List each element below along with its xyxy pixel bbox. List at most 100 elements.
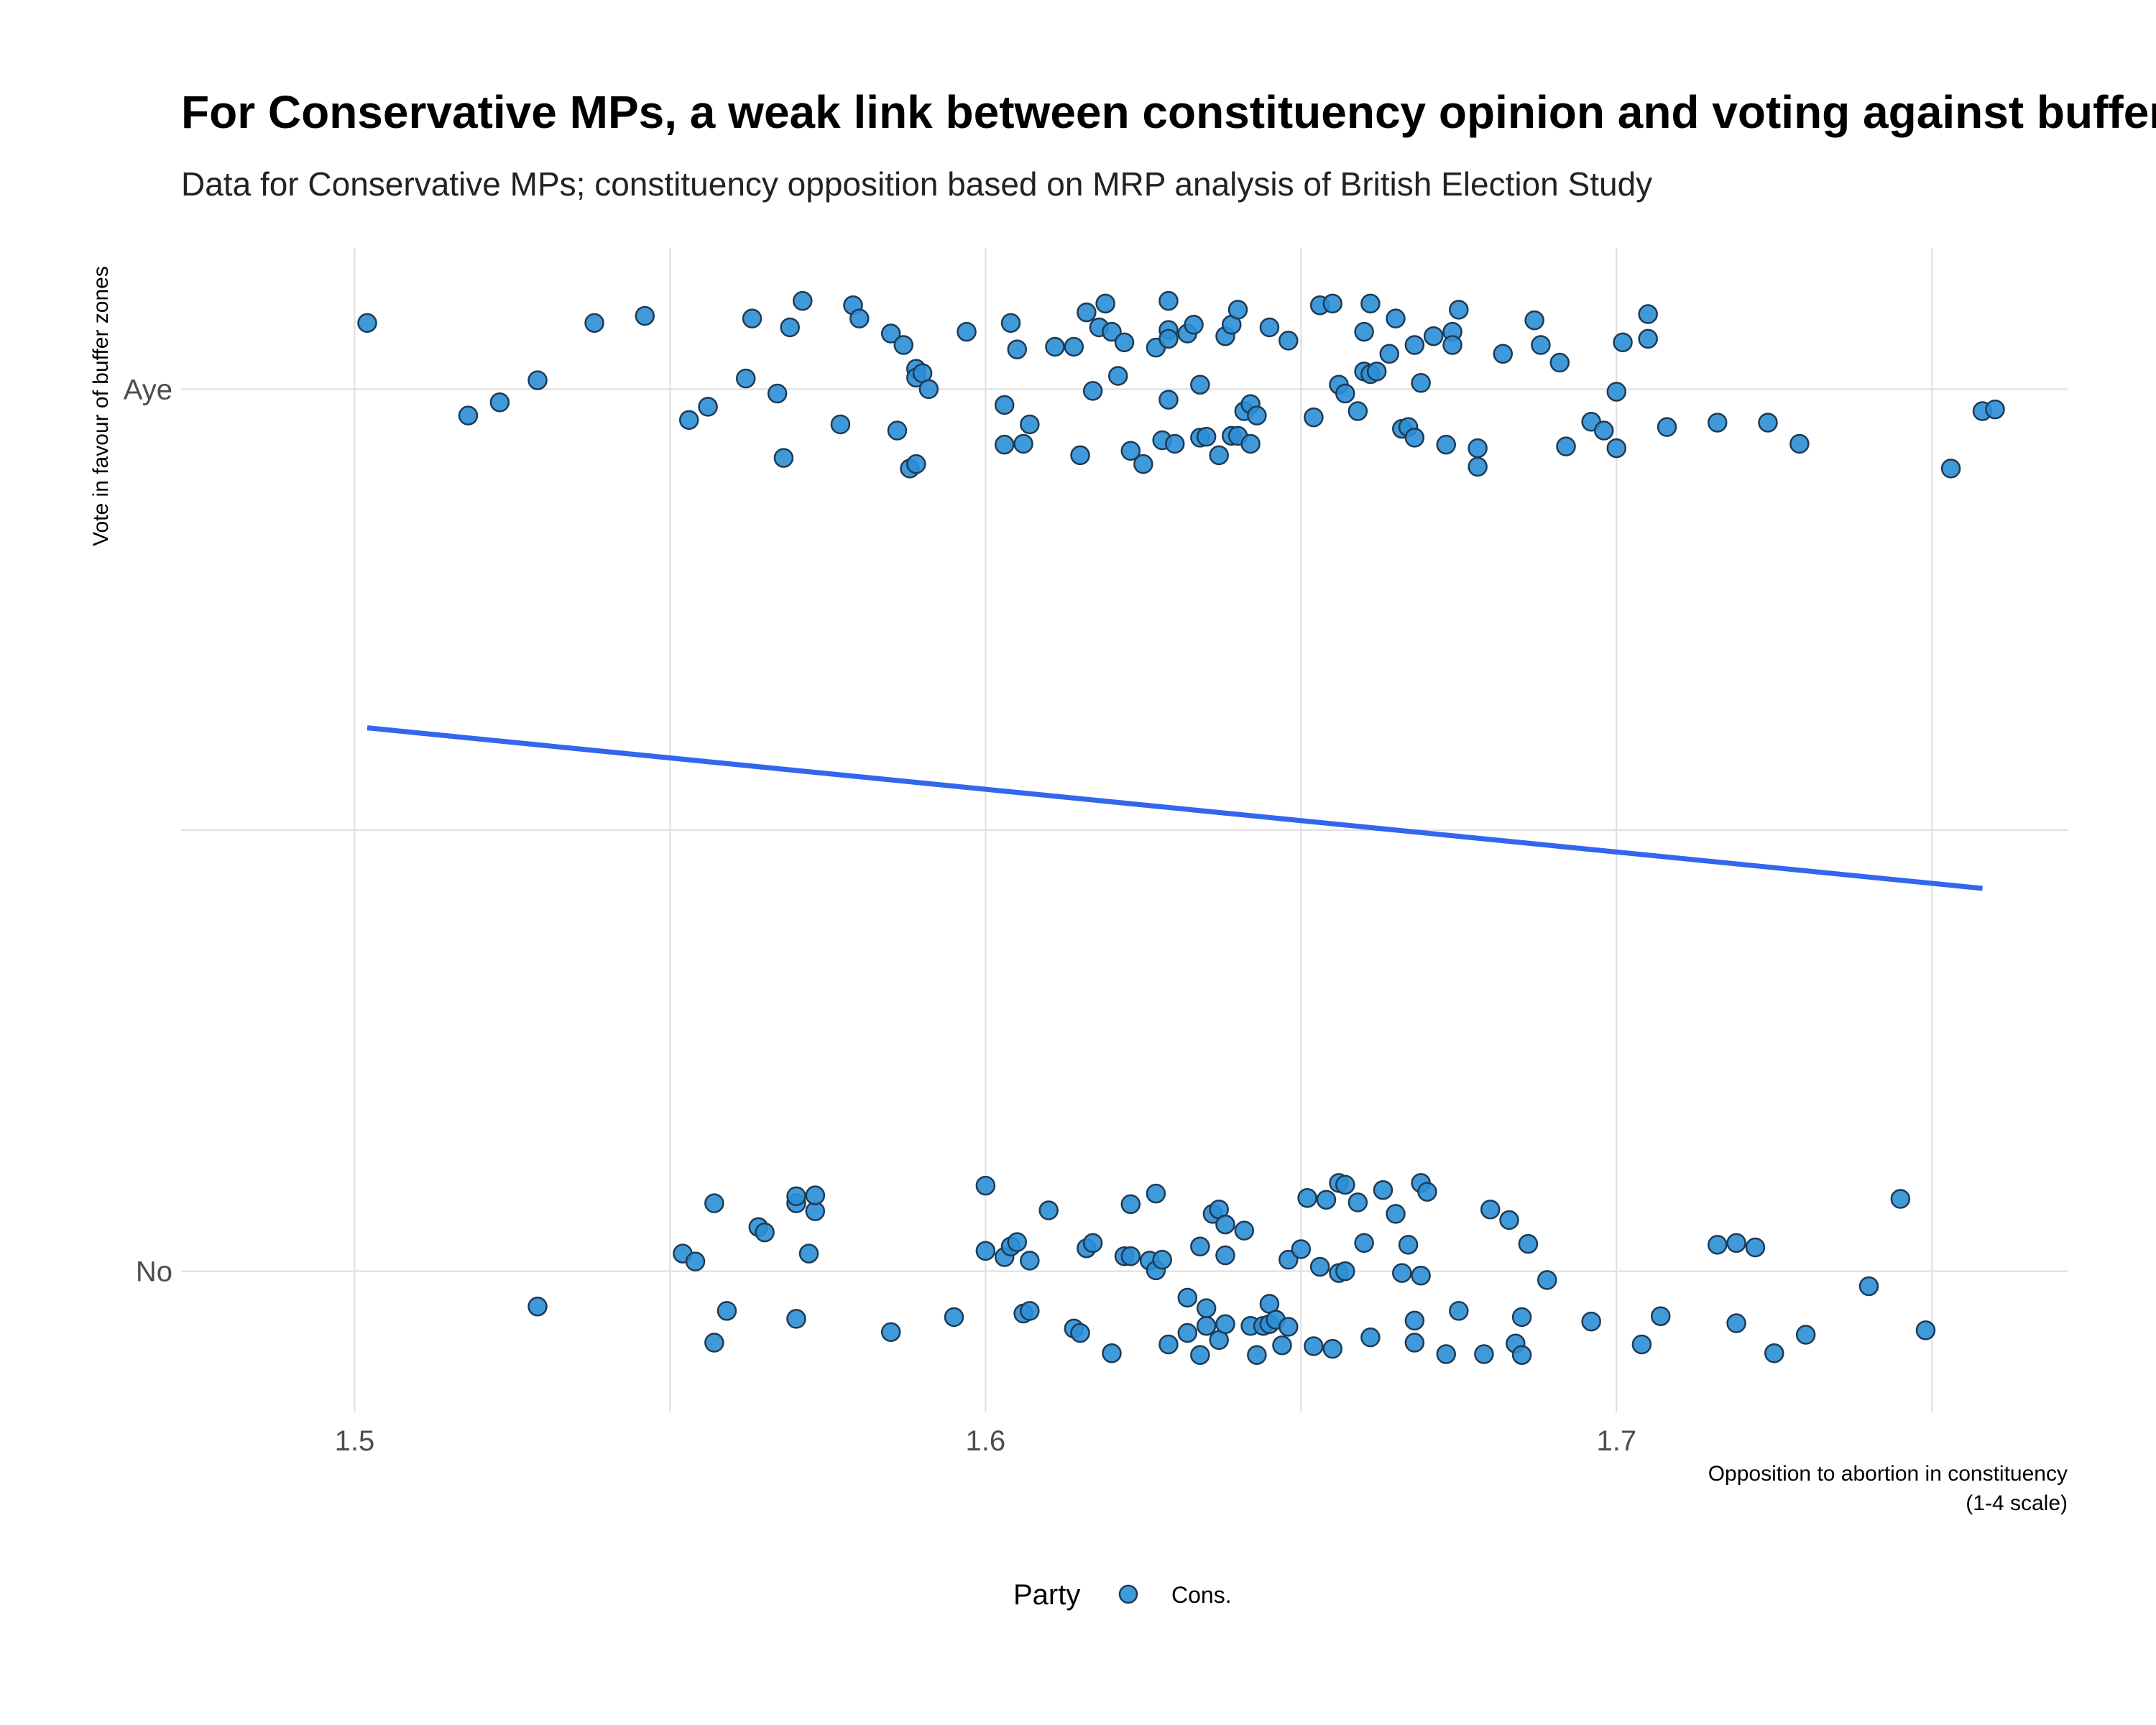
data-point-no	[944, 1307, 964, 1328]
data-point-no	[1537, 1270, 1557, 1290]
data-point-no	[1392, 1263, 1412, 1283]
legend-marker-cons	[1118, 1584, 1138, 1604]
data-point-no	[685, 1251, 706, 1271]
data-point-no	[1120, 1246, 1141, 1266]
data-point-aye	[1070, 445, 1090, 466]
data-point-aye	[1549, 352, 1570, 373]
data-point-aye	[1304, 407, 1324, 428]
data-point-aye	[1000, 313, 1021, 334]
data-point-no	[880, 1322, 901, 1343]
data-point-no	[1070, 1322, 1090, 1343]
chart-subtitle: Data for Conservative MPs; constituency …	[181, 165, 1652, 203]
data-point-no	[704, 1333, 724, 1353]
data-point-aye	[1279, 331, 1299, 351]
data-point-no	[1360, 1327, 1381, 1348]
data-point-no	[1215, 1314, 1235, 1335]
data-point-no	[1177, 1287, 1198, 1308]
y-axis-label: Vote in favour of buffer zones	[89, 266, 113, 546]
data-point-aye	[1386, 308, 1406, 328]
data-point-no	[1411, 1266, 1431, 1286]
data-point-aye	[830, 414, 851, 435]
data-point-no	[1102, 1343, 1122, 1363]
data-point-aye	[893, 335, 913, 355]
data-point-no	[1650, 1306, 1671, 1326]
data-point-aye	[1524, 310, 1544, 331]
data-point-no	[1215, 1214, 1235, 1235]
data-points	[357, 290, 2005, 1365]
data-point-aye	[1158, 390, 1179, 410]
data-point-aye	[767, 383, 788, 404]
trend-line	[367, 725, 1983, 891]
data-point-aye	[1107, 366, 1128, 386]
data-point-aye	[1442, 335, 1462, 355]
data-point-aye	[1190, 374, 1210, 395]
data-point-aye	[635, 305, 655, 326]
data-point-aye	[1354, 321, 1374, 342]
data-point-no	[1158, 1334, 1179, 1355]
trend-line-group	[367, 725, 1983, 891]
data-point-aye	[887, 420, 908, 441]
data-point-aye	[1638, 304, 1658, 324]
data-point-aye	[1348, 401, 1368, 421]
data-point-aye	[1114, 332, 1135, 353]
data-point-aye	[1102, 321, 1122, 342]
data-point-no	[704, 1193, 724, 1213]
data-point-no	[1417, 1182, 1437, 1202]
legend: Party Cons.	[1013, 1579, 1232, 1611]
data-point-aye	[1209, 445, 1229, 466]
data-point-aye	[1411, 373, 1431, 393]
data-point-aye	[1423, 326, 1444, 346]
data-point-aye	[1064, 336, 1084, 357]
data-point-no	[1020, 1251, 1040, 1271]
data-point-no	[1316, 1190, 1337, 1210]
data-point-aye	[1657, 417, 1677, 437]
data-point-no	[755, 1222, 775, 1243]
data-point-no	[1279, 1317, 1299, 1337]
data-point-aye	[735, 368, 756, 389]
data-point-aye	[1449, 300, 1469, 320]
data-point-no	[798, 1243, 819, 1264]
data-point-no	[1335, 1261, 1355, 1282]
data-point-no	[1234, 1220, 1255, 1241]
data-point-no	[1764, 1343, 1784, 1363]
data-point-no	[1631, 1334, 1652, 1355]
data-point-no	[1007, 1232, 1028, 1252]
data-point-aye	[1007, 339, 1028, 359]
data-point-aye	[1077, 302, 1097, 323]
data-point-aye	[1468, 438, 1488, 459]
data-point-no	[1795, 1325, 1816, 1345]
data-point-no	[1196, 1315, 1217, 1336]
data-point-aye	[1556, 436, 1576, 456]
data-point-aye	[1020, 414, 1040, 435]
data-point-aye	[1606, 382, 1627, 402]
data-point-aye	[1436, 434, 1456, 455]
data-point-no	[1196, 1298, 1217, 1318]
data-point-no	[1120, 1194, 1141, 1215]
data-point-no	[1020, 1301, 1040, 1321]
x-tick-label-1-5: 1.5	[335, 1425, 375, 1457]
data-point-no	[528, 1296, 548, 1317]
data-point-no	[1309, 1256, 1330, 1277]
data-point-no	[1708, 1235, 1728, 1255]
data-point-aye	[1493, 344, 1514, 364]
data-point-aye	[1366, 362, 1387, 382]
data-point-aye	[489, 392, 510, 413]
data-point-no	[1247, 1345, 1267, 1365]
data-point-no	[1348, 1192, 1368, 1213]
y-tick-label-aye: Aye	[124, 374, 172, 405]
data-point-aye	[1196, 426, 1217, 447]
x-tick-label-1-7: 1.7	[1596, 1425, 1636, 1457]
data-point-no	[1449, 1301, 1469, 1321]
data-point-no	[1177, 1322, 1198, 1343]
data-point-no	[1480, 1199, 1501, 1220]
data-point-no	[1146, 1183, 1166, 1204]
data-point-no	[1291, 1239, 1312, 1259]
data-point-no	[1518, 1233, 1539, 1254]
data-point-aye	[1360, 293, 1381, 314]
data-point-aye	[1335, 383, 1355, 404]
data-point-no	[975, 1175, 996, 1196]
data-point-no	[1386, 1204, 1406, 1224]
data-point-no	[1499, 1210, 1519, 1230]
data-point-aye	[994, 395, 1015, 415]
